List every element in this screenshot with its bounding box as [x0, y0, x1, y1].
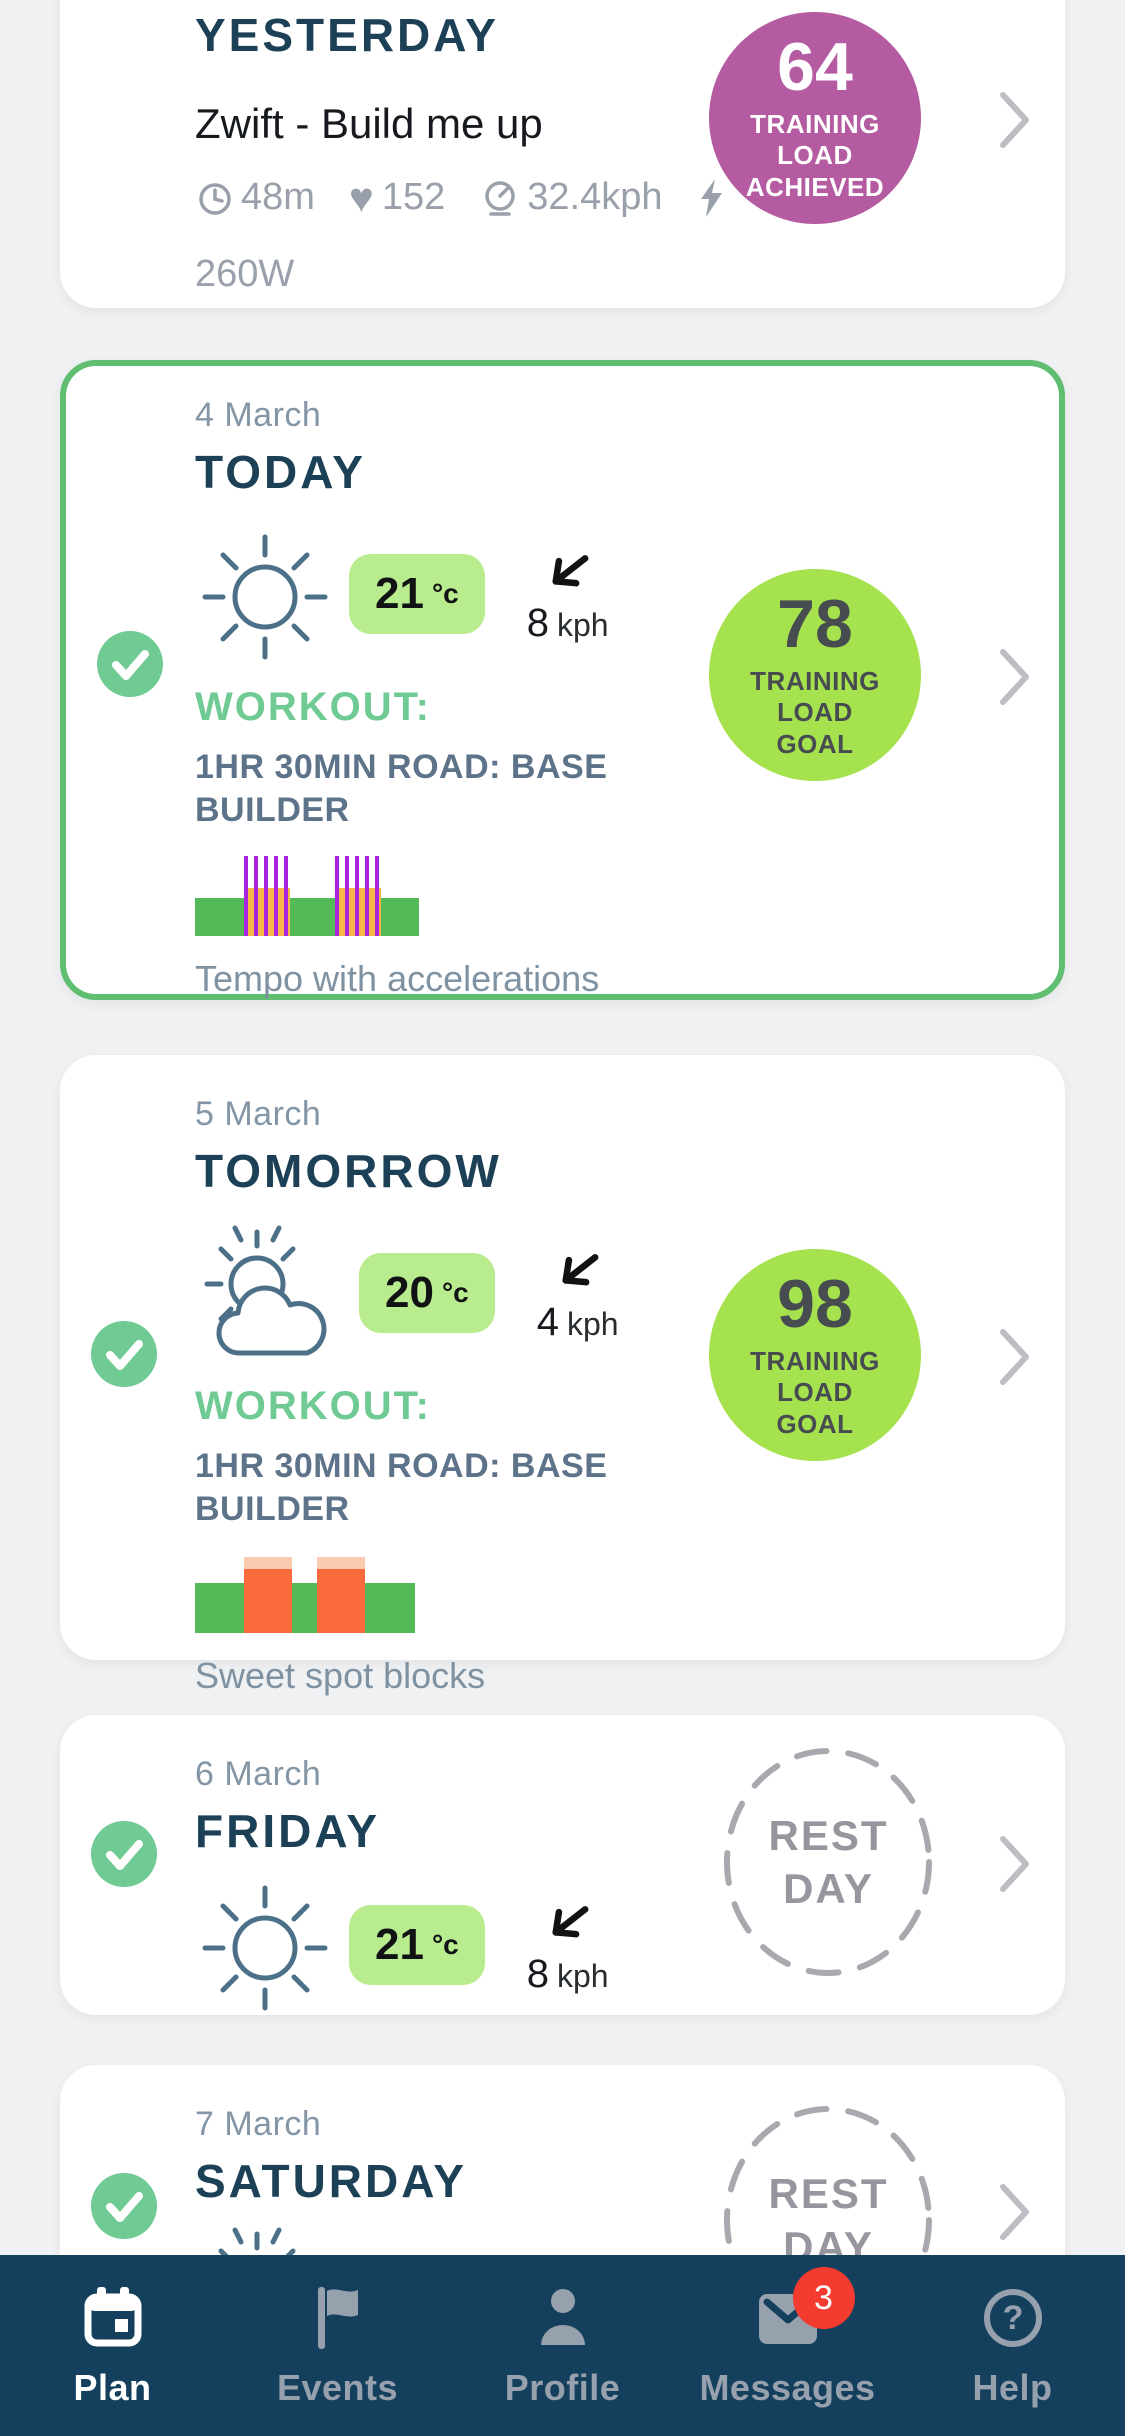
completed-check-icon	[97, 631, 163, 697]
lightning-bolt-icon	[700, 178, 722, 217]
nav-label: Messages	[699, 2367, 876, 2408]
messages-unread-badge: 3	[792, 2267, 855, 2329]
completed-check-icon	[91, 1821, 157, 1887]
day-title: YESTERDAY	[195, 9, 499, 61]
chevron-right-icon[interactable]	[998, 90, 1032, 150]
temperature-value: 21	[375, 1920, 424, 1969]
calendar-icon	[84, 2287, 141, 2347]
completed-check-icon	[91, 1321, 157, 1387]
weather-row: 20 °c 4 kph	[195, 1218, 1065, 1368]
flag-icon	[317, 2287, 358, 2349]
nav-item-profile[interactable]: Profile	[450, 2255, 675, 2436]
power-value: 260W	[195, 253, 295, 295]
card-date: 5 March	[195, 1095, 322, 1133]
question-mark-icon: ?	[983, 2289, 1042, 2347]
day-card-friday[interactable]: 6 March FRIDAY 21 °c	[60, 1715, 1065, 2015]
temperature-value: 20	[385, 1268, 434, 1317]
heart-icon: ♥	[348, 173, 374, 221]
nav-label: Plan	[73, 2367, 152, 2408]
chevron-right-icon[interactable]	[998, 647, 1032, 707]
workout-profile-tempo	[195, 856, 419, 937]
temperature-unit: °c	[431, 578, 459, 609]
workout-name: 1HR 30MIN ROAD: BASE BUILDER	[195, 748, 608, 830]
day-card-yesterday[interactable]: YESTERDAY Zwift - Build me up 48m ♥ 152 …	[60, 0, 1065, 308]
training-load-label: TRAINING LOAD ACHIEVED	[745, 109, 885, 202]
activity-title: Zwift - Build me up	[195, 100, 543, 147]
duration-stat: 48m	[195, 176, 315, 219]
workout-name: 1HR 30MIN ROAD: BASE BUILDER	[195, 1447, 608, 1529]
temperature-unit: °c	[441, 1277, 469, 1308]
day-title: TOMORROW	[195, 1145, 502, 1197]
workout-heading: WORKOUT:	[195, 1384, 431, 1428]
chevron-right-icon[interactable]	[998, 1834, 1032, 1894]
chevron-right-icon[interactable]	[998, 2182, 1032, 2242]
training-load-label: TRAINING LOAD GOAL	[750, 1346, 880, 1439]
day-card-today[interactable]: 4 March TODAY 21 °c	[60, 360, 1065, 1000]
training-load-value: 78	[777, 586, 853, 663]
training-load-achieved-circle: 64 TRAINING LOAD ACHIEVED	[709, 12, 921, 224]
day-card-tomorrow[interactable]: 5 March TOMORROW 20 °c	[60, 1055, 1065, 1696]
temperature-value: 21	[375, 569, 424, 618]
wind-block: 8 kph	[527, 1894, 609, 1997]
card-date: 7 March	[195, 2105, 322, 2143]
person-icon	[540, 2289, 585, 2345]
activity-stats: 48m ♥ 152 32.4kph	[195, 176, 1065, 219]
workout-caption: Tempo with accelerations	[195, 958, 600, 1000]
training-load-goal-circle: 78 TRAINING LOAD GOAL	[709, 569, 921, 781]
weather-row: 21 °c 8 kph	[195, 1870, 1065, 2020]
power-stat-icon	[697, 177, 733, 219]
nav-label: Profile	[504, 2367, 621, 2408]
nav-item-events[interactable]: Events	[225, 2255, 450, 2436]
completed-check-icon	[91, 2173, 157, 2239]
speed-stat: 32.4kph	[479, 176, 663, 219]
sun-behind-cloud-icon	[204, 1225, 327, 1356]
chevron-right-icon[interactable]	[998, 1327, 1032, 1387]
temperature-badge: 21 °c	[349, 1905, 485, 1985]
wind-block: 4 kph	[537, 1242, 619, 1345]
workout-caption: Sweet spot blocks	[195, 1655, 486, 1697]
nav-item-messages[interactable]: 3 Messages	[675, 2255, 900, 2436]
nav-item-plan[interactable]: Plan	[0, 2255, 225, 2436]
dashed-circle-icon	[724, 1748, 932, 1976]
temperature-badge: 21 °c	[349, 554, 485, 634]
wind-direction-arrow-icon	[552, 554, 589, 586]
day-title: FRIDAY	[195, 1805, 380, 1857]
rest-day-label: REST DAY	[768, 1812, 889, 1912]
day-title: SATURDAY	[195, 2155, 467, 2207]
wind-block: 8 kph	[527, 543, 609, 646]
wind-direction-arrow-icon	[552, 1905, 589, 1937]
nav-item-help[interactable]: ? Help	[900, 2255, 1125, 2436]
nav-label: Help	[972, 2367, 1053, 2408]
clock-icon	[199, 182, 231, 215]
sun-icon	[202, 534, 328, 660]
card-date: 6 March	[195, 1755, 322, 1793]
day-title: TODAY	[195, 446, 366, 498]
temperature-badge: 20 °c	[359, 1253, 495, 1333]
training-load-value: 64	[777, 29, 853, 106]
bottom-navigation: Plan Events Profile 3 Messages	[0, 2255, 1125, 2436]
training-load-label: TRAINING LOAD GOAL	[750, 666, 880, 759]
speedometer-icon	[485, 180, 516, 216]
training-load-goal-circle: 98 TRAINING LOAD GOAL	[709, 1249, 921, 1461]
nav-label: Events	[276, 2367, 399, 2408]
wind-speed: 8 kph	[526, 600, 609, 645]
sun-icon	[202, 1885, 328, 2011]
svg-text:?: ?	[1002, 2299, 1023, 2337]
temperature-unit: °c	[431, 1929, 459, 1960]
training-load-value: 98	[777, 1266, 853, 1343]
card-date: 4 March	[195, 396, 322, 434]
heart-rate-stat: ♥ 152	[348, 173, 446, 221]
workout-heading: WORKOUT:	[195, 685, 431, 729]
wind-direction-arrow-icon	[562, 1253, 599, 1285]
rest-day-circle: REST DAY	[721, 1745, 936, 1980]
workout-profile-sweet-spot	[195, 1557, 415, 1634]
weather-row: 21 °c 8 kph	[195, 519, 1059, 669]
wind-speed: 4 kph	[536, 1299, 619, 1344]
wind-speed: 8 kph	[526, 1951, 609, 1996]
